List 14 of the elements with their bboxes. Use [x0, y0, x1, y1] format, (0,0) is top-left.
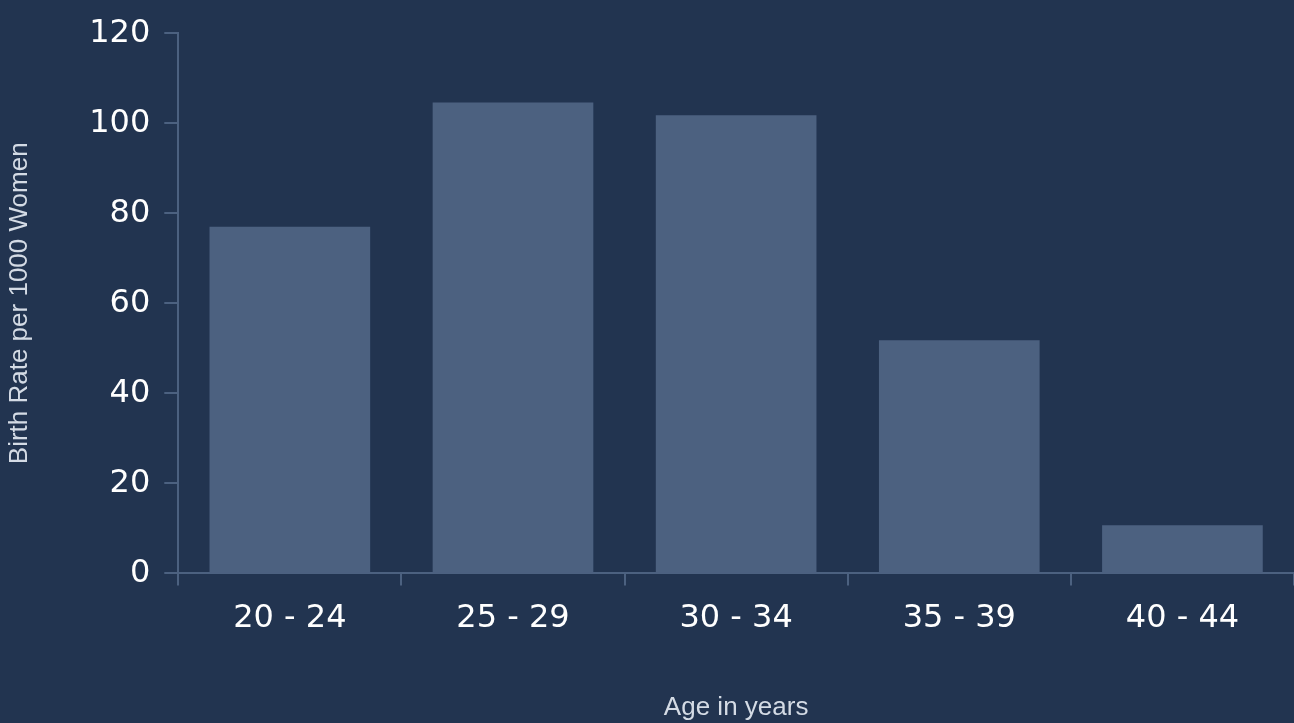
x-tick-label: 30 - 34	[679, 596, 793, 635]
y-tick-label: 60	[109, 281, 151, 320]
x-axis-title: Age in years	[663, 690, 809, 721]
y-tick-label: 20	[109, 461, 151, 500]
y-tick-label: 100	[89, 101, 151, 140]
y-tick-label: 120	[89, 11, 151, 50]
x-tick-label: 20 - 24	[233, 596, 347, 635]
y-tick-label: 40	[109, 371, 151, 410]
y-tick-label: 80	[109, 191, 151, 230]
y-axis-title: Birth Rate per 1000 Women	[2, 142, 33, 465]
y-tick-label: 0	[129, 551, 151, 590]
x-tick-label: 25 - 29	[456, 596, 570, 635]
x-tick-label: 35 - 39	[902, 596, 1016, 635]
x-tick-label: 40 - 44	[1125, 596, 1240, 635]
